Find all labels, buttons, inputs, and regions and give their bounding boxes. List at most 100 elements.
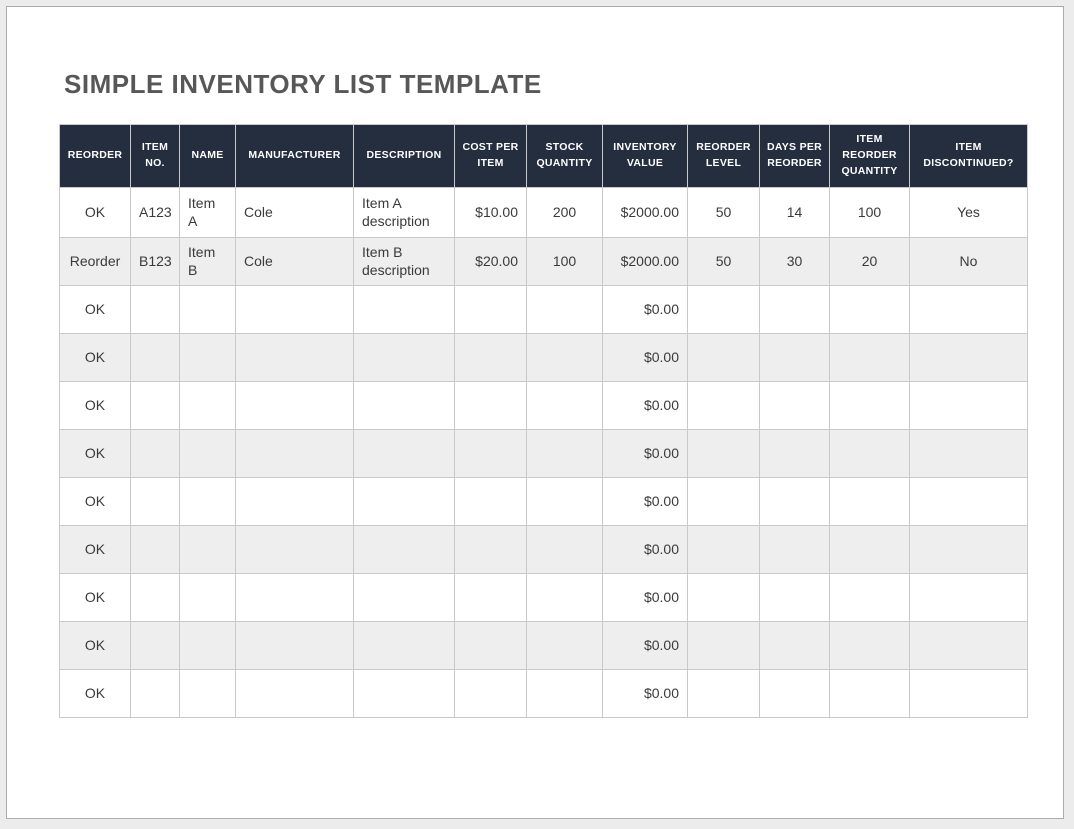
cell-inventory-value[interactable]: $0.00	[602, 333, 688, 382]
cell-reorder[interactable]: OK	[59, 333, 131, 382]
cell-stock-quantity[interactable]: 200	[526, 187, 603, 238]
cell-days-per-reorder[interactable]	[759, 669, 830, 718]
cell-name[interactable]	[179, 429, 236, 478]
cell-item-no[interactable]	[130, 573, 180, 622]
cell-reorder[interactable]: OK	[59, 381, 131, 430]
cell-name[interactable]	[179, 477, 236, 526]
cell-stock-quantity[interactable]	[526, 381, 603, 430]
cell-cost-per-item[interactable]: $20.00	[454, 237, 527, 286]
cell-reorder-level[interactable]	[687, 333, 760, 382]
cell-days-per-reorder[interactable]	[759, 333, 830, 382]
cell-cost-per-item[interactable]: $10.00	[454, 187, 527, 238]
cell-reorder-level[interactable]	[687, 621, 760, 670]
cell-days-per-reorder[interactable]	[759, 525, 830, 574]
cell-item-discontinued[interactable]: No	[909, 237, 1028, 286]
cell-reorder-level[interactable]: 50	[687, 237, 760, 286]
cell-name[interactable]: Item A	[179, 187, 236, 238]
cell-manufacturer[interactable]	[235, 573, 354, 622]
cell-cost-per-item[interactable]	[454, 381, 527, 430]
cell-reorder[interactable]: Reorder	[59, 237, 131, 286]
cell-item-no[interactable]	[130, 477, 180, 526]
cell-inventory-value[interactable]: $0.00	[602, 525, 688, 574]
cell-inventory-value[interactable]: $0.00	[602, 285, 688, 334]
cell-item-reorder-quantity[interactable]: 100	[829, 187, 910, 238]
cell-item-discontinued[interactable]	[909, 477, 1028, 526]
cell-reorder-level[interactable]	[687, 285, 760, 334]
cell-reorder[interactable]: OK	[59, 429, 131, 478]
cell-inventory-value[interactable]: $0.00	[602, 381, 688, 430]
cell-item-no[interactable]	[130, 669, 180, 718]
cell-days-per-reorder[interactable]: 30	[759, 237, 830, 286]
cell-days-per-reorder[interactable]	[759, 285, 830, 334]
cell-inventory-value[interactable]: $0.00	[602, 621, 688, 670]
cell-days-per-reorder[interactable]	[759, 573, 830, 622]
cell-item-reorder-quantity[interactable]	[829, 525, 910, 574]
cell-item-reorder-quantity[interactable]	[829, 621, 910, 670]
cell-item-reorder-quantity[interactable]: 20	[829, 237, 910, 286]
cell-reorder-level[interactable]	[687, 669, 760, 718]
cell-item-discontinued[interactable]	[909, 381, 1028, 430]
cell-stock-quantity[interactable]	[526, 333, 603, 382]
cell-days-per-reorder[interactable]	[759, 621, 830, 670]
cell-days-per-reorder[interactable]	[759, 477, 830, 526]
cell-item-reorder-quantity[interactable]	[829, 669, 910, 718]
cell-stock-quantity[interactable]	[526, 621, 603, 670]
cell-reorder-level[interactable]	[687, 573, 760, 622]
cell-item-discontinued[interactable]	[909, 285, 1028, 334]
cell-item-discontinued[interactable]	[909, 429, 1028, 478]
cell-inventory-value[interactable]: $0.00	[602, 429, 688, 478]
cell-name[interactable]	[179, 621, 236, 670]
cell-stock-quantity[interactable]	[526, 429, 603, 478]
cell-manufacturer[interactable]: Cole	[235, 237, 354, 286]
cell-item-reorder-quantity[interactable]	[829, 333, 910, 382]
cell-item-no[interactable]	[130, 525, 180, 574]
cell-reorder[interactable]: OK	[59, 669, 131, 718]
cell-reorder[interactable]: OK	[59, 477, 131, 526]
cell-description[interactable]	[353, 621, 455, 670]
cell-stock-quantity[interactable]	[526, 573, 603, 622]
cell-name[interactable]	[179, 669, 236, 718]
cell-name[interactable]: Item B	[179, 237, 236, 286]
cell-manufacturer[interactable]	[235, 285, 354, 334]
cell-description[interactable]	[353, 285, 455, 334]
cell-name[interactable]	[179, 333, 236, 382]
cell-cost-per-item[interactable]	[454, 573, 527, 622]
cell-description[interactable]	[353, 333, 455, 382]
cell-item-reorder-quantity[interactable]	[829, 477, 910, 526]
cell-reorder[interactable]: OK	[59, 621, 131, 670]
cell-item-reorder-quantity[interactable]	[829, 381, 910, 430]
cell-description[interactable]	[353, 669, 455, 718]
cell-item-no[interactable]	[130, 285, 180, 334]
cell-item-reorder-quantity[interactable]	[829, 429, 910, 478]
cell-reorder-level[interactable]	[687, 525, 760, 574]
cell-description[interactable]	[353, 429, 455, 478]
cell-cost-per-item[interactable]	[454, 429, 527, 478]
cell-days-per-reorder[interactable]	[759, 429, 830, 478]
cell-name[interactable]	[179, 285, 236, 334]
cell-stock-quantity[interactable]: 100	[526, 237, 603, 286]
cell-manufacturer[interactable]	[235, 477, 354, 526]
cell-description[interactable]	[353, 477, 455, 526]
cell-cost-per-item[interactable]	[454, 669, 527, 718]
cell-cost-per-item[interactable]	[454, 333, 527, 382]
cell-name[interactable]	[179, 525, 236, 574]
cell-cost-per-item[interactable]	[454, 621, 527, 670]
cell-item-no[interactable]	[130, 381, 180, 430]
cell-manufacturer[interactable]	[235, 333, 354, 382]
cell-manufacturer[interactable]	[235, 525, 354, 574]
cell-item-reorder-quantity[interactable]	[829, 285, 910, 334]
cell-item-discontinued[interactable]	[909, 333, 1028, 382]
cell-stock-quantity[interactable]	[526, 477, 603, 526]
cell-item-no[interactable]	[130, 333, 180, 382]
cell-inventory-value[interactable]: $2000.00	[602, 187, 688, 238]
cell-manufacturer[interactable]: Cole	[235, 187, 354, 238]
cell-manufacturer[interactable]	[235, 381, 354, 430]
cell-cost-per-item[interactable]	[454, 285, 527, 334]
cell-cost-per-item[interactable]	[454, 477, 527, 526]
cell-stock-quantity[interactable]	[526, 525, 603, 574]
cell-item-no[interactable]: A123	[130, 187, 180, 238]
cell-name[interactable]	[179, 573, 236, 622]
cell-days-per-reorder[interactable]: 14	[759, 187, 830, 238]
cell-item-reorder-quantity[interactable]	[829, 573, 910, 622]
cell-reorder[interactable]: OK	[59, 525, 131, 574]
